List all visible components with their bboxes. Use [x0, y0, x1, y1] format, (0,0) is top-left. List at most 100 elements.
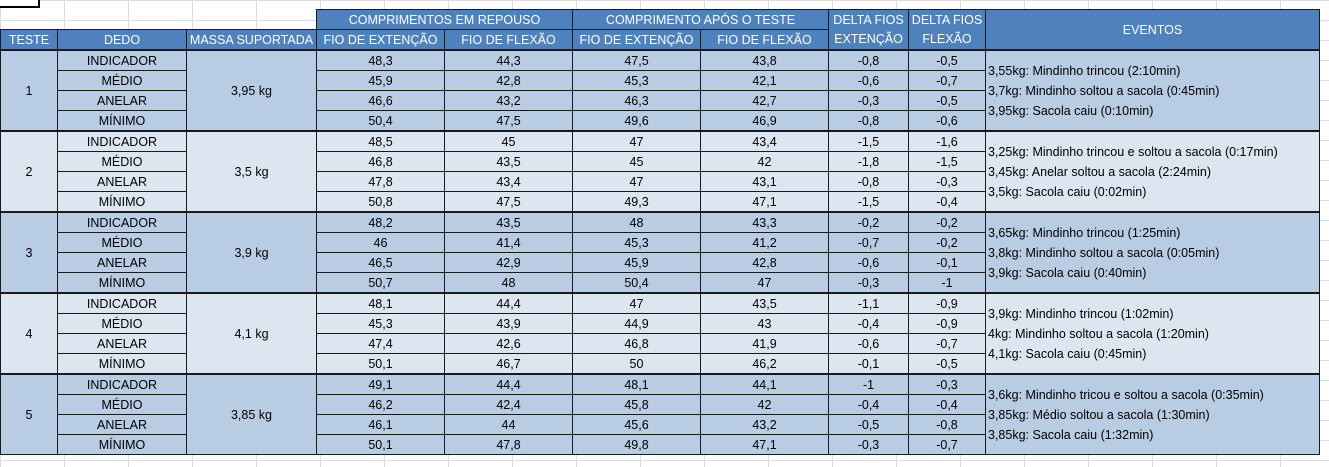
- cell-rep-ext[interactable]: 50,1: [316, 434, 445, 455]
- cell-delta-ext[interactable]: -0,8: [828, 171, 909, 192]
- cell-delta-flex[interactable]: -0,8: [908, 414, 986, 435]
- cell-rep-ext[interactable]: 48,1: [316, 292, 445, 314]
- cell-rep-flex[interactable]: 44,4: [444, 373, 573, 395]
- cell-rep-ext[interactable]: 49,1: [316, 373, 445, 395]
- cell-dedo[interactable]: MÍNIMO: [57, 110, 187, 132]
- cell-apos-ext[interactable]: 48,1: [572, 373, 701, 395]
- cell-rep-ext[interactable]: 46,6: [316, 90, 445, 111]
- cell-dedo[interactable]: MÉDIO: [57, 70, 187, 91]
- cell-delta-ext[interactable]: -1: [828, 373, 909, 395]
- header-dedo[interactable]: DEDO: [57, 29, 187, 51]
- cell-rep-flex[interactable]: 41,4: [444, 232, 573, 253]
- cell-delta-ext[interactable]: -0,3: [828, 272, 909, 294]
- cell-eventos[interactable]: 3,25kg: Mindinho trincou e soltou a saco…: [985, 130, 1320, 213]
- cell-delta-flex[interactable]: -0,7: [908, 333, 986, 354]
- cell-delta-flex[interactable]: -0,5: [908, 353, 986, 375]
- cell-rep-ext[interactable]: 45,9: [316, 70, 445, 91]
- cell-apos-flex[interactable]: 43,5: [700, 292, 829, 314]
- cell-rep-flex[interactable]: 46,7: [444, 353, 573, 375]
- cell-dedo[interactable]: INDICADOR: [57, 292, 187, 314]
- cell-apos-flex[interactable]: 42: [700, 394, 829, 415]
- cell-delta-ext[interactable]: -0,8: [828, 49, 909, 71]
- cell-teste[interactable]: 3: [0, 211, 58, 294]
- header-delta-flex-top[interactable]: DELTA FIOS: [908, 9, 986, 30]
- cell-apos-flex[interactable]: 44,1: [700, 373, 829, 395]
- cell-delta-ext[interactable]: -0,4: [828, 394, 909, 415]
- cell-delta-ext[interactable]: -0,7: [828, 232, 909, 253]
- cell-rep-flex[interactable]: 47,5: [444, 191, 573, 213]
- cell-delta-ext[interactable]: -0,8: [828, 110, 909, 132]
- cell-rep-ext[interactable]: 45,3: [316, 313, 445, 334]
- cell-delta-flex[interactable]: -0,4: [908, 191, 986, 213]
- header-rep-ext[interactable]: FIO DE EXTENÇÃO: [316, 29, 445, 51]
- cell-eventos[interactable]: 3,6kg: Mindinho tricou e soltou a sacola…: [985, 373, 1320, 455]
- cell-apos-ext[interactable]: 44,9: [572, 313, 701, 334]
- cell-rep-flex[interactable]: 48: [444, 272, 573, 294]
- cell-rep-ext[interactable]: 46,8: [316, 151, 445, 172]
- cell-apos-flex[interactable]: 47: [700, 272, 829, 294]
- cell-apos-ext[interactable]: 49,8: [572, 434, 701, 455]
- cell-rep-flex[interactable]: 44,3: [444, 49, 573, 71]
- cell-eventos[interactable]: 3,65kg: Mindinho trincou (1:25min) 3,8kg:…: [985, 211, 1320, 294]
- cell-delta-flex[interactable]: -0,7: [908, 434, 986, 455]
- cell-rep-flex[interactable]: 42,9: [444, 252, 573, 273]
- cell-teste[interactable]: 5: [0, 373, 58, 455]
- cell-dedo[interactable]: MÍNIMO: [57, 272, 187, 294]
- cell-delta-ext[interactable]: -1,5: [828, 191, 909, 213]
- cell-rep-ext[interactable]: 46: [316, 232, 445, 253]
- cell-apos-flex[interactable]: 43,8: [700, 49, 829, 71]
- cell-apos-flex[interactable]: 43: [700, 313, 829, 334]
- cell-dedo[interactable]: INDICADOR: [57, 373, 187, 395]
- header-apos-ext[interactable]: FIO DE EXTENÇÃO: [572, 29, 701, 51]
- cell-rep-ext[interactable]: 48,3: [316, 49, 445, 71]
- header-apos-flex[interactable]: FIO DE FLEXÃO: [700, 29, 829, 51]
- cell-dedo[interactable]: INDICADOR: [57, 211, 187, 233]
- cell-rep-flex[interactable]: 42,6: [444, 333, 573, 354]
- cell-teste[interactable]: 1: [0, 49, 58, 132]
- cell-massa[interactable]: 3,9 kg: [186, 211, 317, 294]
- cell-apos-flex[interactable]: 42,7: [700, 90, 829, 111]
- cell-delta-flex[interactable]: -1,6: [908, 130, 986, 152]
- cell-rep-ext[interactable]: 50,7: [316, 272, 445, 294]
- cell-delta-ext[interactable]: -0,2: [828, 211, 909, 233]
- cell-dedo[interactable]: MÉDIO: [57, 151, 187, 172]
- cell-rep-ext[interactable]: 48,5: [316, 130, 445, 152]
- cell-delta-ext[interactable]: -0,6: [828, 333, 909, 354]
- cell-delta-ext[interactable]: -1,8: [828, 151, 909, 172]
- cell-rep-flex[interactable]: 43,9: [444, 313, 573, 334]
- selected-cell[interactable]: [0, 0, 40, 8]
- cell-rep-flex[interactable]: 47,5: [444, 110, 573, 132]
- cell-delta-flex[interactable]: -0,9: [908, 313, 986, 334]
- cell-apos-ext[interactable]: 47,5: [572, 49, 701, 71]
- cell-dedo[interactable]: ANELAR: [57, 252, 187, 273]
- cell-rep-ext[interactable]: 46,2: [316, 394, 445, 415]
- cell-massa[interactable]: 4,1 kg: [186, 292, 317, 375]
- cell-apos-flex[interactable]: 42: [700, 151, 829, 172]
- header-apos[interactable]: COMPRIMENTO APÓS O TESTE: [572, 9, 829, 30]
- cell-dedo[interactable]: MÍNIMO: [57, 353, 187, 375]
- cell-rep-ext[interactable]: 46,5: [316, 252, 445, 273]
- cell-delta-ext[interactable]: -0,5: [828, 414, 909, 435]
- cell-dedo[interactable]: MÉDIO: [57, 313, 187, 334]
- cell-dedo[interactable]: MÉDIO: [57, 394, 187, 415]
- cell-apos-ext[interactable]: 47: [572, 130, 701, 152]
- cell-delta-ext[interactable]: -1,1: [828, 292, 909, 314]
- header-delta-flex[interactable]: FLEXÃO: [908, 29, 986, 51]
- cell-apos-ext[interactable]: 47: [572, 171, 701, 192]
- cell-dedo[interactable]: INDICADOR: [57, 49, 187, 71]
- cell-apos-ext[interactable]: 49,6: [572, 110, 701, 132]
- cell-rep-flex[interactable]: 47,8: [444, 434, 573, 455]
- cell-delta-flex[interactable]: -1,5: [908, 151, 986, 172]
- cell-apos-ext[interactable]: 45,3: [572, 70, 701, 91]
- cell-delta-ext[interactable]: -0,4: [828, 313, 909, 334]
- cell-apos-ext[interactable]: 45,9: [572, 252, 701, 273]
- cell-delta-flex[interactable]: -0,9: [908, 292, 986, 314]
- cell-apos-flex[interactable]: 41,9: [700, 333, 829, 354]
- cell-delta-flex[interactable]: -0,2: [908, 232, 986, 253]
- cell-apos-ext[interactable]: 47: [572, 292, 701, 314]
- cell-apos-ext[interactable]: 46,3: [572, 90, 701, 111]
- cell-apos-flex[interactable]: 43,4: [700, 130, 829, 152]
- cell-teste[interactable]: 4: [0, 292, 58, 375]
- cell-rep-flex[interactable]: 43,2: [444, 90, 573, 111]
- cell-massa[interactable]: 3,85 kg: [186, 373, 317, 455]
